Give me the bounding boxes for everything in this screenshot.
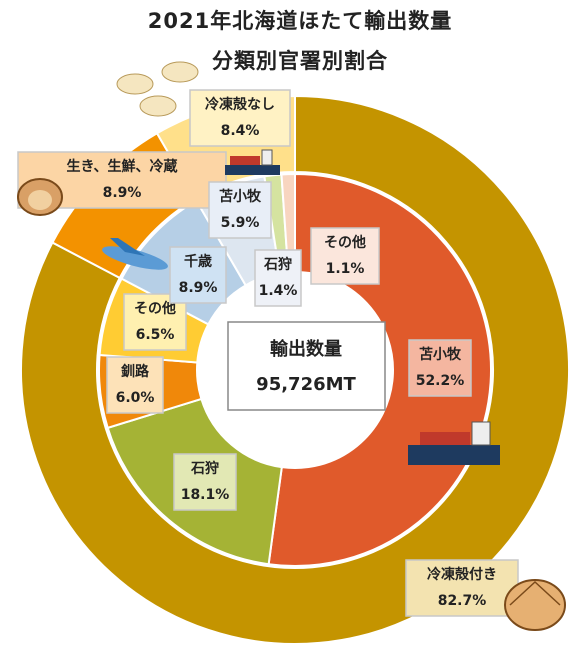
value-label: 6.0% (116, 390, 155, 406)
category-label: 冷凍殻付き (427, 566, 497, 583)
chart-title: 2021年北海道ほたて輸出数量 (148, 9, 452, 33)
category-label: 冷凍殻なし (205, 96, 275, 113)
value-label: 5.9% (221, 215, 260, 231)
label-box (169, 246, 227, 304)
label-box (408, 339, 472, 397)
outer-segment (20, 94, 570, 645)
label-box (310, 227, 380, 285)
label-box (189, 89, 291, 147)
value-label: 52.2% (416, 373, 465, 389)
category-label: 生き、生鮮、冷蔵 (66, 158, 177, 175)
category-label: 石狩 (263, 256, 292, 273)
plane-icon (102, 238, 168, 270)
category-label: 千歳 (184, 253, 212, 270)
category-label: 苫小牧 (419, 346, 462, 363)
center-label: 輸出数量 (270, 338, 342, 360)
scallop-icon (504, 579, 566, 631)
label-box (208, 181, 272, 239)
chart-subtitle: 分類別官署別割合 (212, 49, 388, 73)
labels: 冷凍殻付き 82.7% 生き、生鮮、冷蔵 8.9% 冷凍殻なし 8.4% 苫小牧 52.2% 石… (17, 89, 519, 617)
value-label: 6.5% (136, 327, 175, 343)
label-box (173, 453, 237, 511)
label-box (254, 249, 302, 307)
icons (17, 61, 566, 631)
category-label: 石狩 (190, 460, 219, 477)
ship-icon (225, 149, 280, 175)
category-label: その他 (134, 300, 176, 317)
label-box (405, 559, 519, 617)
value-label: 1.4% (259, 283, 298, 299)
center-box (227, 321, 386, 411)
label-box (106, 356, 164, 414)
ship-icon (408, 421, 500, 465)
value-label: 8.9% (179, 280, 218, 296)
center-value: 95,726MT (256, 374, 356, 395)
category-label: 苫小牧 (219, 188, 262, 205)
scallop-meat-icon (116, 61, 199, 117)
value-label: 82.7% (438, 593, 487, 609)
value-label: 18.1% (181, 487, 230, 503)
category-label: 釧路 (121, 363, 150, 380)
value-label: 8.9% (103, 185, 142, 201)
value-label: 8.4% (221, 123, 260, 139)
scallop-icon (17, 178, 63, 216)
value-label: 1.1% (326, 261, 365, 277)
category-label: その他 (324, 234, 366, 251)
